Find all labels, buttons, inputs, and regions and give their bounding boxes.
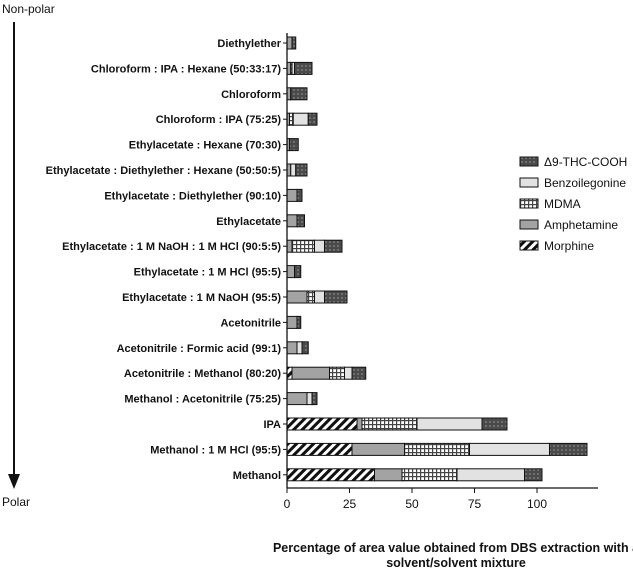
bar-segment-9-thc-cooh <box>481 417 508 431</box>
bar-segment-9-thc-cooh <box>307 112 318 126</box>
legend-swatch-amphetamine <box>519 219 539 230</box>
bar-segment-morphine <box>286 366 293 380</box>
x-axis-title-line-2: solvent/solvent mixture <box>386 556 526 570</box>
bar-segment-9-thc-cooh <box>296 315 302 329</box>
legend-swatch-9-thc-cooh <box>519 156 539 167</box>
bar-segment-benzoilegonine <box>290 163 297 177</box>
x-tick-label: 75 <box>468 497 482 511</box>
bar-segment-9-thc-cooh <box>324 239 343 253</box>
bar-segment-amphetamine <box>286 392 308 406</box>
legend-swatch-benzoilegonine <box>519 177 539 188</box>
legend-swatch-mdma <box>519 198 539 209</box>
category-label: Ethylacetate : Diethylether (90:10) <box>104 190 281 202</box>
bar-segment-amphetamine <box>286 36 293 50</box>
x-tick-label: 0 <box>284 497 291 511</box>
x-axis-ticks: 0 25 50 75 100 <box>284 488 547 511</box>
bar-segment-amphetamine <box>291 366 330 380</box>
x-tick-label: 25 <box>343 497 357 511</box>
bar-segment-9-thc-cooh <box>294 61 313 75</box>
bar-segment-mdma <box>361 417 418 431</box>
bar-segment-9-thc-cooh <box>289 138 299 152</box>
bar-segment-morphine <box>286 468 375 482</box>
category-label: Ethylacetate : 1 M HCl (95:5) <box>134 267 282 279</box>
bar-segment-benzoilegonine <box>416 417 483 431</box>
category-label: Chloroform : IPA (75:25) <box>156 114 282 126</box>
bar-segment-amphetamine <box>374 468 403 482</box>
bar-segment-9-thc-cooh <box>290 87 308 101</box>
bar-segment-amphetamine <box>286 214 298 228</box>
category-label: Methanol <box>233 470 281 482</box>
bar-segment-mdma <box>404 442 470 456</box>
bar-segment-mdma <box>291 239 315 253</box>
bar-segment-amphetamine <box>356 417 363 431</box>
category-label: Methanol : 1 M HCl (95:5) <box>150 444 281 456</box>
legend-label-morphine: Morphine <box>544 239 594 253</box>
bar-segment-benzoilegonine <box>296 341 303 355</box>
legend-label-benzoilegonine: Benzoilegonine <box>544 176 626 190</box>
category-label: Chloroform <box>221 89 281 101</box>
polarity-arrow-head <box>8 474 20 489</box>
bars-layer <box>286 36 588 482</box>
category-label: IPA <box>263 419 281 431</box>
category-label: Acetonitrile : Formic acid (99:1) <box>117 343 282 355</box>
legend-label-amphetamine: Amphetamine <box>544 218 618 232</box>
bar-segment-mdma <box>306 290 315 304</box>
category-label: Ethylacetate : 1 M NaOH : 1 M HCl (90:5:… <box>62 241 281 253</box>
bar-segment-amphetamine <box>286 239 293 253</box>
bar-segment-benzoilegonine <box>314 239 325 253</box>
bar-segment-amphetamine <box>286 188 298 202</box>
bar-segment-amphetamine <box>286 315 298 329</box>
category-label: Diethylether <box>217 38 281 50</box>
bar-segment-mdma <box>329 366 345 380</box>
bar-segment-9-thc-cooh <box>301 341 309 355</box>
bar-segment-benzoilegonine <box>456 468 525 482</box>
bar-segment-9-thc-cooh <box>294 265 302 279</box>
category-label: Ethylacetate : Diethylether : Hexane (50… <box>46 165 282 177</box>
x-tick-label: 50 <box>405 497 419 511</box>
bar-segment-9-thc-cooh <box>324 290 348 304</box>
legend-label-9-thc-cooh: Δ9-THC-COOH <box>544 155 627 169</box>
bar-segment-9-thc-cooh <box>524 468 543 482</box>
category-label: Acetonitrile <box>220 317 281 329</box>
bar-segment-9-thc-cooh <box>296 188 303 202</box>
bar-segment-amphetamine <box>286 290 308 304</box>
bar-segment-mdma <box>401 468 458 482</box>
bar-segment-9-thc-cooh <box>351 366 367 380</box>
legend: Δ9-THC-COOH Benzoilegonine MDMA Amphetamine… <box>519 155 627 253</box>
category-label: Acetonitrile : Methanol (80:20) <box>124 368 281 380</box>
category-labels: Diethylether Chloroform : IPA : Hexane (5… <box>46 38 287 482</box>
bar-segment-amphetamine <box>351 442 405 456</box>
x-tick-label: 100 <box>527 497 547 511</box>
category-label: Methanol : Acetonitrile (75:25) <box>124 394 281 406</box>
bar-segment-amphetamine <box>286 341 298 355</box>
legend-swatch-morphine <box>519 240 539 251</box>
non-polar-label: Non-polar <box>2 2 55 16</box>
legend-label-mdma: MDMA <box>544 197 581 211</box>
bar-segment-amphetamine <box>286 265 295 279</box>
polar-label: Polar <box>2 495 30 509</box>
category-label: Ethylacetate : Hexane (70:30) <box>129 140 282 152</box>
category-label: Ethylacetate <box>216 216 281 228</box>
bar-segment-benzoilegonine <box>314 290 325 304</box>
bar-segment-9-thc-cooh <box>549 442 588 456</box>
bar-segment-morphine <box>286 442 353 456</box>
bar-segment-benzoilegonine <box>469 442 550 456</box>
category-label: Ethylacetate : 1 M NaOH (95:5) <box>122 292 281 304</box>
bar-segment-benzoilegonine <box>292 112 309 126</box>
bar-segment-morphine <box>286 417 358 431</box>
bar-segment-mdma <box>289 112 294 126</box>
bar-segment-9-thc-cooh <box>296 214 305 228</box>
bar-segment-9-thc-cooh <box>291 36 297 50</box>
bar-segment-9-thc-cooh <box>311 392 318 406</box>
bar-segment-benzoilegonine <box>344 366 353 380</box>
x-axis-title-line-1: Percentage of area value obtained from D… <box>273 541 633 555</box>
bar-segment-9-thc-cooh <box>295 163 308 177</box>
bar-segment-benzoilegonine <box>306 392 313 406</box>
category-label: Chloroform : IPA : Hexane (50:33:17) <box>91 63 281 75</box>
